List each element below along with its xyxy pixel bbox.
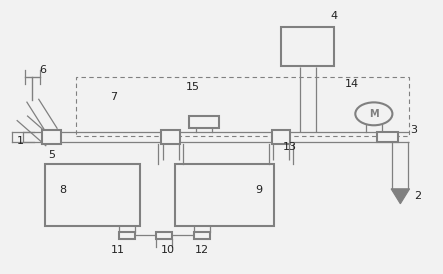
Text: 12: 12 [194, 245, 209, 255]
Text: 5: 5 [48, 150, 55, 160]
Bar [194, 232, 210, 239]
Text: 10: 10 [161, 245, 175, 255]
Text: 15: 15 [186, 82, 200, 92]
Bar [42, 130, 61, 144]
Bar [161, 130, 180, 144]
Text: 13: 13 [283, 142, 297, 152]
Bar [119, 232, 135, 239]
Bar [45, 164, 140, 226]
Circle shape [355, 102, 392, 125]
Bar [175, 164, 275, 226]
Text: 4: 4 [330, 11, 338, 21]
Text: 8: 8 [59, 185, 66, 195]
Text: 9: 9 [256, 185, 263, 195]
Text: 11: 11 [111, 245, 125, 255]
Text: 6: 6 [39, 65, 46, 75]
Text: M: M [369, 109, 379, 119]
Text: 2: 2 [415, 191, 422, 201]
Bar [76, 77, 409, 136]
Bar [377, 132, 398, 142]
Bar [272, 130, 291, 144]
Bar [281, 27, 334, 66]
Text: 14: 14 [345, 79, 359, 89]
Polygon shape [391, 189, 410, 204]
Text: 1: 1 [17, 136, 24, 146]
Bar [156, 232, 172, 239]
Text: 7: 7 [110, 92, 117, 102]
Bar [189, 116, 219, 128]
Text: 3: 3 [410, 125, 417, 135]
